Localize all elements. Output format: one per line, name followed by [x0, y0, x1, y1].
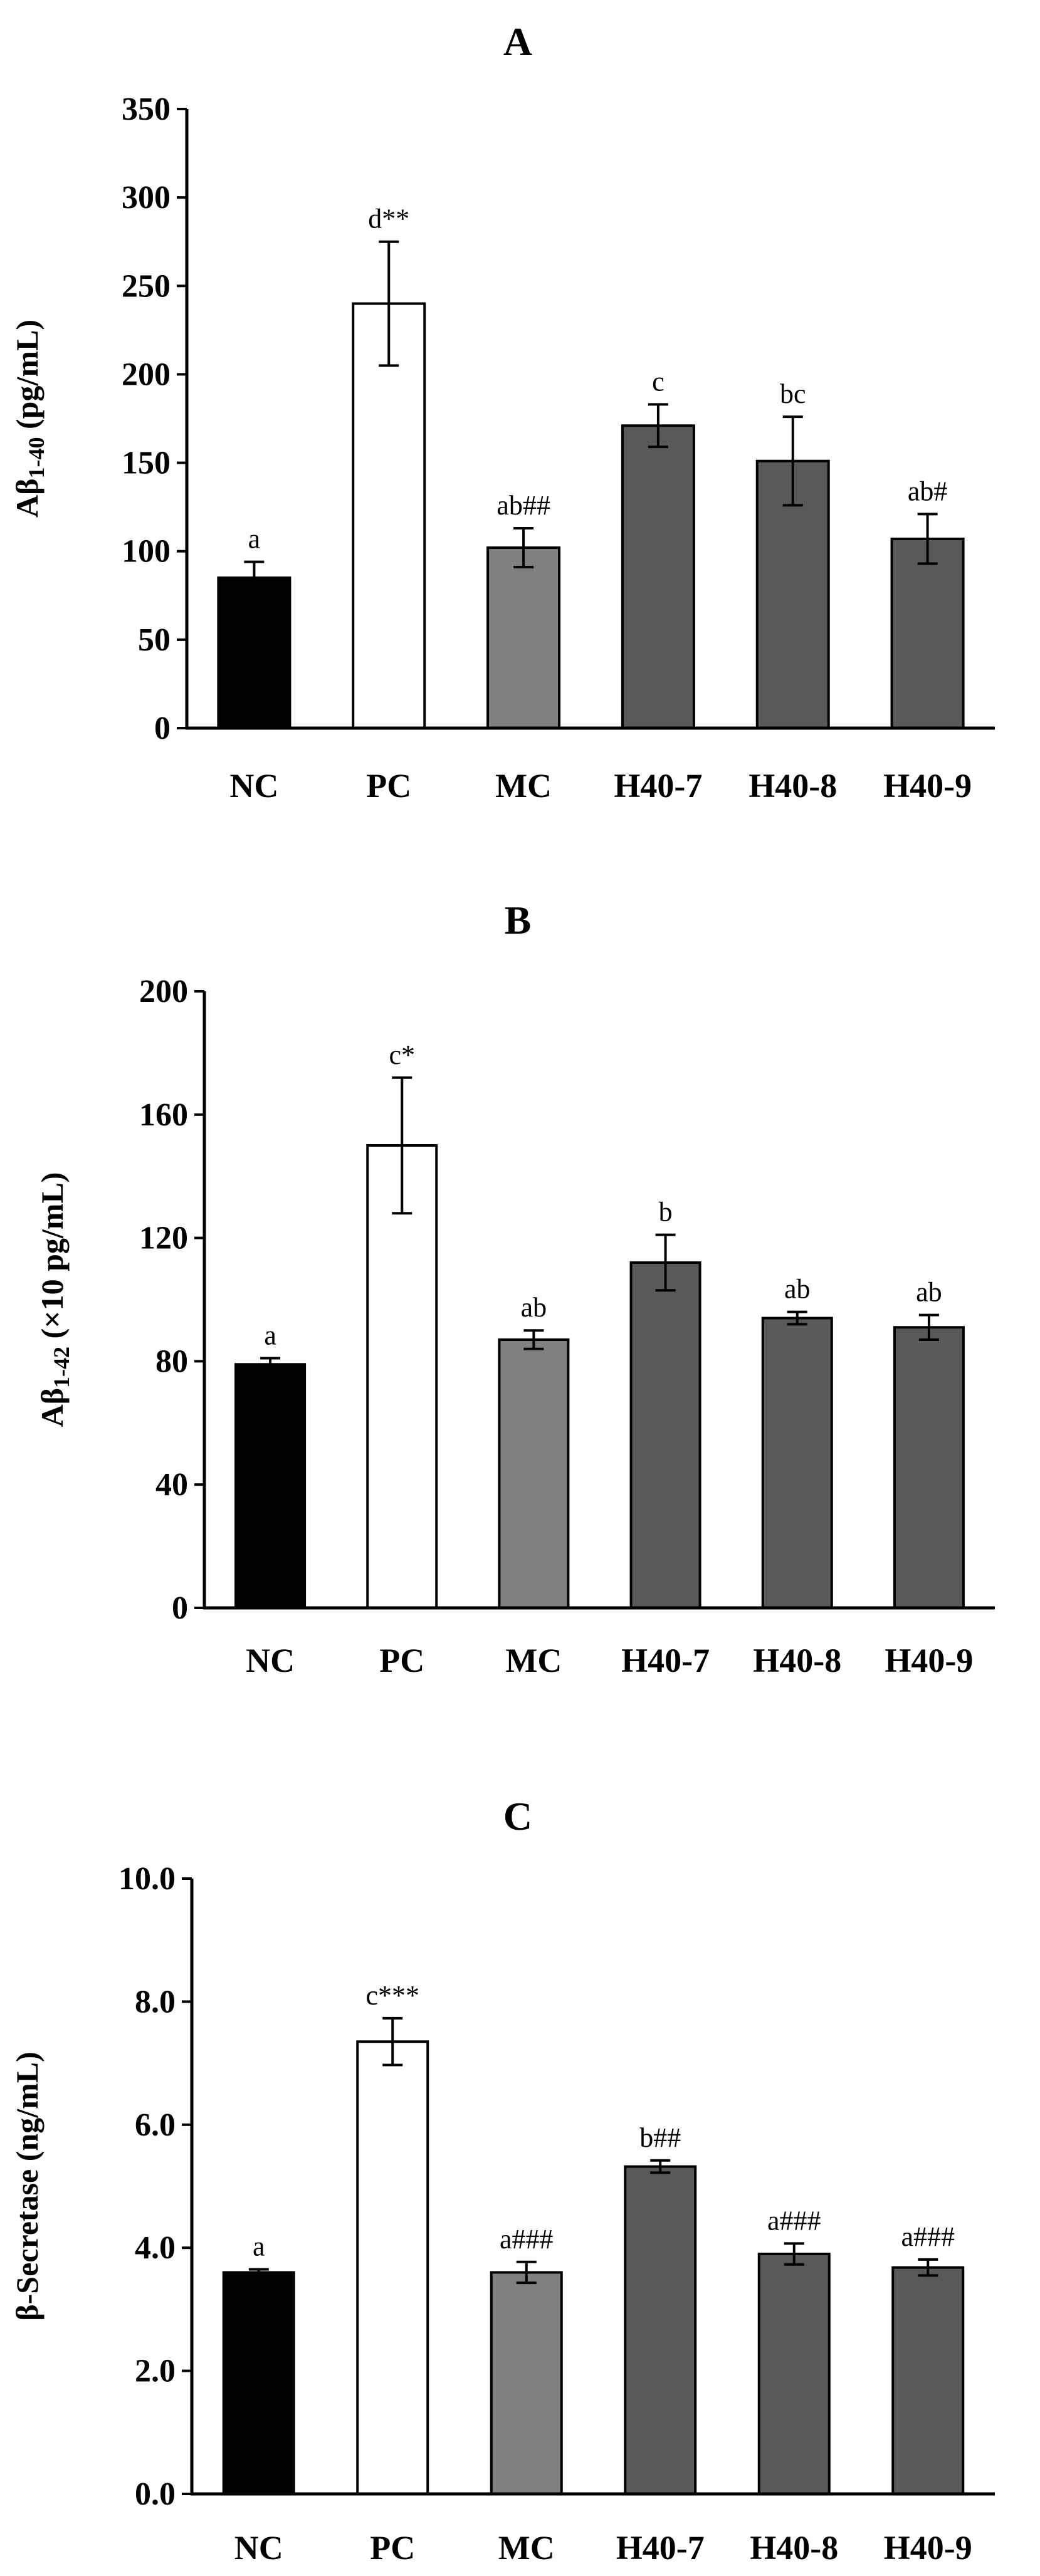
bar-pc [356, 2040, 429, 2495]
bar-h40-9 [890, 537, 965, 729]
y-axis-label: β-Secretase (ng/mL) [9, 2052, 45, 2320]
bar-h40-8 [761, 1317, 833, 1610]
y-tick-label: 250 [122, 268, 171, 304]
bar-pc [352, 302, 426, 729]
significance-label: c [652, 366, 664, 397]
significance-label: ab [916, 1277, 942, 1308]
x-tick-label: H40-8 [748, 767, 837, 805]
significance-label: ab## [496, 490, 550, 521]
bar-pc [366, 1144, 438, 1609]
x-tick-label: H40-9 [883, 767, 972, 805]
significance-label: a### [500, 2224, 554, 2255]
y-axis-label: Aβ1-40 (pg/mL) [9, 320, 49, 518]
bar-nc [234, 1363, 307, 1610]
y-axis-label-subscript: 1-42 [49, 1347, 74, 1388]
y-tick-label: 120 [139, 1221, 188, 1256]
significance-label: a [248, 524, 261, 555]
y-tick-label: 150 [122, 446, 171, 481]
y-tick-label: 6.0 [135, 2107, 176, 2143]
x-tick-label: H40-7 [616, 2529, 705, 2567]
x-tick-label: MC [505, 1642, 562, 1679]
bar-h40-9 [891, 2266, 965, 2496]
x-tick-label: H40-8 [750, 2529, 838, 2567]
x-tick-label: MC [495, 767, 552, 805]
x-tick-label: H40-7 [621, 1642, 710, 1679]
x-tick-label: H40-9 [884, 2529, 972, 2567]
y-tick-label: 0 [172, 1590, 188, 1626]
y-tick-label: 80 [155, 1343, 188, 1379]
x-tick-label: NC [229, 767, 278, 805]
significance-label: ab [521, 1292, 547, 1323]
y-tick-label: 2.0 [135, 2354, 176, 2389]
x-tick-label: H40-9 [885, 1642, 973, 1679]
significance-label: a### [767, 2205, 821, 2236]
x-tick-label: PC [370, 2529, 415, 2567]
y-tick-label: 8.0 [135, 1984, 176, 2020]
bar-nc [222, 2271, 295, 2495]
significance-label: c*** [365, 1980, 419, 2011]
y-tick-label: 300 [122, 180, 171, 216]
significance-label: ab# [908, 476, 948, 506]
chart-panel-c: C 0.0 2.0 4.0 6.0 8.0 10.0 β-Secretase (ng/mL) a… [9, 1794, 995, 2567]
significance-label: c* [389, 1040, 415, 1070]
significance-label: b [659, 1197, 673, 1228]
y-axis-label-main: Aβ [9, 479, 45, 518]
y-tick-label: 100 [122, 534, 171, 570]
y-axis-label-unit: (×10 pg/mL) [34, 1172, 70, 1347]
panel-title: B [505, 898, 532, 942]
x-tick-label: NC [234, 2529, 283, 2567]
y-tick-label: 40 [155, 1467, 188, 1503]
bar-h40-7 [629, 1261, 701, 1609]
y-tick-label: 50 [138, 622, 171, 658]
significance-label: d** [368, 204, 409, 234]
y-tick-label: 4.0 [135, 2230, 176, 2266]
y-tick-label: 10.0 [118, 1861, 176, 1897]
bar-h40-7 [621, 424, 695, 729]
bar-mc [486, 546, 561, 729]
x-tick-label: NC [246, 1642, 295, 1679]
y-axis-label-unit: (pg/mL) [9, 320, 45, 437]
x-tick-label: H40-8 [753, 1642, 841, 1679]
significance-label: a### [901, 2221, 955, 2252]
y-tick-label: 350 [122, 91, 171, 127]
x-tick-label: MC [498, 2529, 555, 2567]
significance-label: a [264, 1320, 276, 1350]
chart-panel-a: A 0 50 100 150 200 250 300 350 Aβ1-40 (pg/mL) a NC d… [9, 19, 995, 805]
x-tick-label: H40-7 [614, 767, 702, 805]
y-axis-label: Aβ1-42 (×10 pg/mL) [34, 1172, 74, 1427]
bar-h40-7 [624, 2165, 697, 2495]
bar-nc [217, 576, 292, 729]
y-axis-label-subscript: 1-40 [24, 437, 49, 479]
bar-h40-9 [893, 1326, 965, 1610]
x-tick-label: PC [366, 767, 411, 805]
bar-mc [498, 1338, 570, 1609]
panel-title: A [503, 19, 532, 64]
bar-mc [490, 2271, 563, 2495]
significance-label: b## [639, 2122, 681, 2153]
y-tick-label: 160 [139, 1097, 188, 1133]
y-tick-label: 0.0 [135, 2476, 176, 2512]
chart-panel-b: B 0 40 80 120 160 200 Aβ1-42 (×10 pg/mL) a NC c* PC… [34, 898, 995, 1679]
significance-label: bc [780, 378, 806, 409]
y-axis-label-main: Aβ [34, 1388, 70, 1427]
y-tick-label: 200 [139, 974, 188, 1009]
y-axis-label-main: β-Secretase (ng/mL) [9, 2052, 45, 2320]
significance-label: a [253, 2231, 265, 2262]
y-tick-label: 200 [122, 357, 171, 392]
y-tick-label: 0 [154, 711, 171, 746]
panel-title: C [503, 1794, 532, 1838]
x-tick-label: PC [379, 1642, 424, 1679]
significance-label: ab [784, 1274, 811, 1305]
bar-h40-8 [757, 2253, 831, 2496]
